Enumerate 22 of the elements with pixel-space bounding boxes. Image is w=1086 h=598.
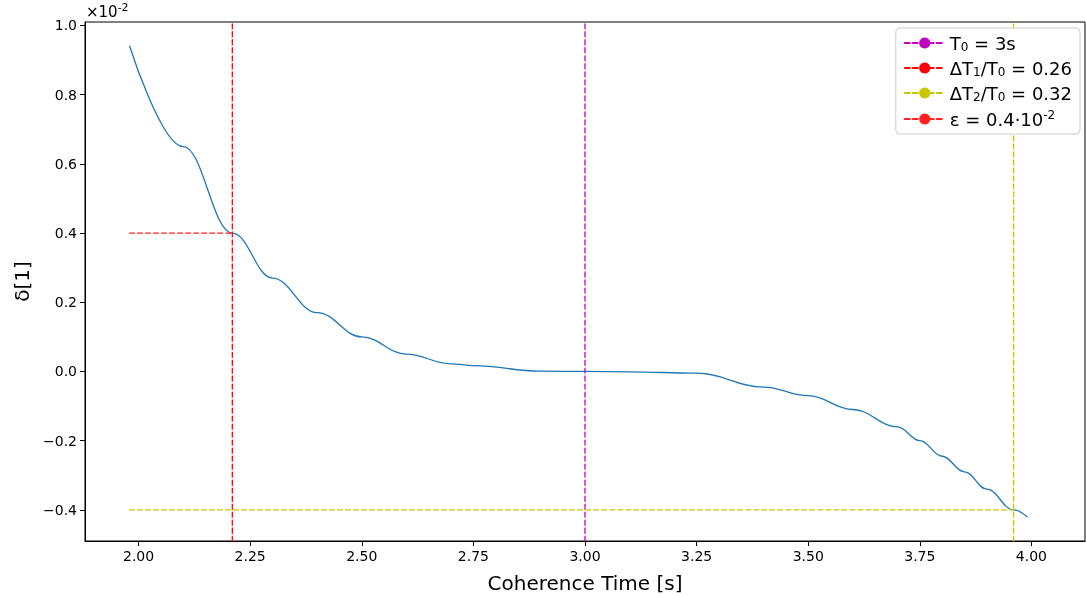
- x-tick-label: 2.75: [457, 548, 489, 564]
- legend-label: ΔT1/T0 = 0.26: [949, 57, 1073, 79]
- x-tick-label: 3.75: [904, 548, 936, 564]
- y-tick-label: 0.8: [54, 86, 77, 103]
- y-tick-label: −0.4: [43, 501, 78, 518]
- x-tick-label: 2.25: [234, 548, 266, 564]
- x-tick-label: 3.25: [681, 548, 713, 564]
- y-tick-label: 0.2: [54, 294, 77, 311]
- x-tick-label: 4.00: [1015, 548, 1048, 564]
- legend-label: T0 = 3s: [948, 32, 1016, 54]
- y-axis-title: δ[1]: [10, 261, 35, 302]
- x-tick-label: 2.00: [122, 548, 155, 564]
- x-tick-label: 3.00: [569, 548, 601, 564]
- y-tick-label: −0.2: [43, 432, 77, 449]
- y-tick-label: 0.6: [54, 155, 78, 172]
- x-axis-title: Coherence Time [s]: [487, 571, 683, 595]
- legend-label: ΔT2/T0 = 0.32: [949, 82, 1073, 104]
- y-tick-label: 0.0: [54, 363, 77, 380]
- x-tick-label: 3.50: [792, 548, 824, 564]
- x-tick-label: 2.50: [346, 548, 378, 564]
- y-tick-label: 1.0: [54, 17, 77, 34]
- y-tick-label: 0.4: [54, 225, 78, 242]
